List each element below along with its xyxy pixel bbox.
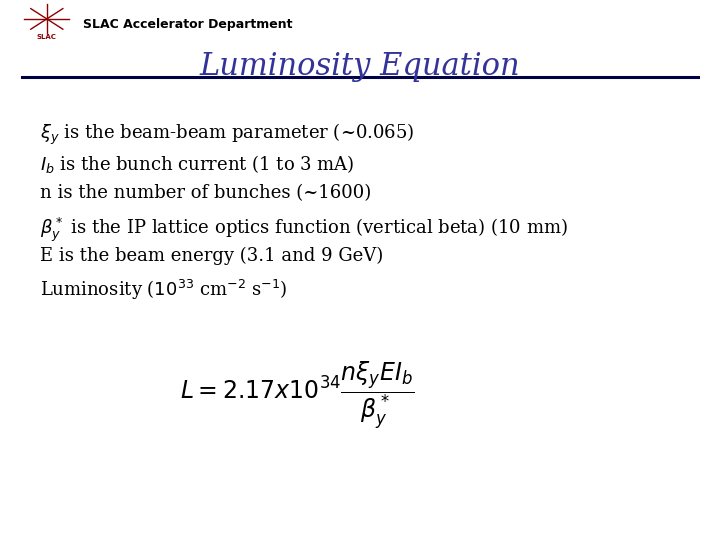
Text: SLAC Accelerator Department: SLAC Accelerator Department [83,18,292,31]
Text: Luminosity Equation: Luminosity Equation [199,51,521,82]
Text: $\beta_y^*$ is the IP lattice optics function (vertical beta) (10 mm): $\beta_y^*$ is the IP lattice optics fun… [40,215,567,244]
Text: E is the beam energy (3.1 and 9 GeV): E is the beam energy (3.1 and 9 GeV) [40,247,383,265]
Text: $I_b$ is the bunch current (1 to 3 mA): $I_b$ is the bunch current (1 to 3 mA) [40,153,354,175]
Text: n is the number of bunches (~1600): n is the number of bunches (~1600) [40,184,371,202]
Text: $\xi_y$ is the beam-beam parameter (~0.065): $\xi_y$ is the beam-beam parameter (~0.0… [40,122,414,147]
Text: Luminosity ($10^{33}$ cm$^{-2}$ s$^{-1}$): Luminosity ($10^{33}$ cm$^{-2}$ s$^{-1}$… [40,278,287,302]
Text: $L = 2.17x10^{34} \dfrac{n\xi_y E I_b}{\beta_y^*}$: $L = 2.17x10^{34} \dfrac{n\xi_y E I_b}{\… [180,359,415,431]
Text: SLAC: SLAC [37,34,57,40]
